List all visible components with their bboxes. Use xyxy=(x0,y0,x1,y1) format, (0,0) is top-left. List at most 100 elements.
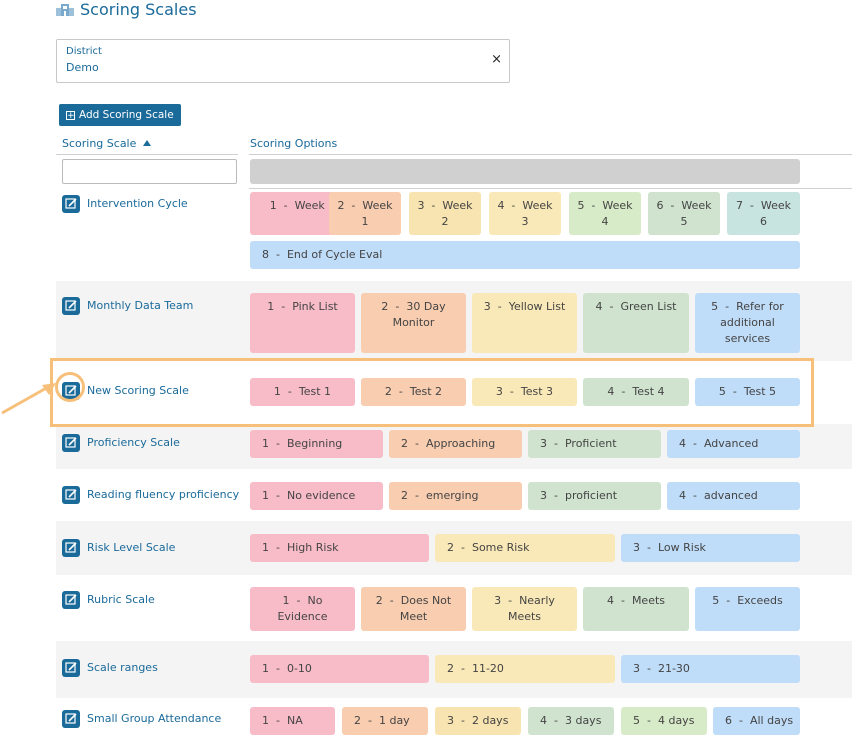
scoring-option: 3 - 2 days xyxy=(435,707,521,735)
option-number: 5 xyxy=(711,300,719,313)
option-text: Advanced xyxy=(703,437,759,450)
scale-name[interactable]: Proficiency Scale xyxy=(87,436,180,449)
scoring-option: 4 - Green List xyxy=(583,293,689,353)
scoring-option: 5 - 4 days xyxy=(621,707,707,735)
option-text: 0-10 xyxy=(286,662,312,675)
scale-filter-input[interactable] xyxy=(62,159,237,184)
scale-name[interactable]: Intervention Cycle xyxy=(87,197,188,210)
scoring-option: 3 - 21-30 xyxy=(621,655,800,683)
option-number: 6 xyxy=(725,714,732,727)
option-number: 1 xyxy=(273,385,281,398)
option-separator: - xyxy=(732,714,750,727)
edit-icon[interactable] xyxy=(62,659,80,677)
option-separator: - xyxy=(547,489,565,502)
option-separator: - xyxy=(547,437,565,450)
table-row: Small Group Attendance xyxy=(56,698,852,742)
option-number: 1 xyxy=(269,199,277,212)
option-text: 11-20 xyxy=(471,662,504,675)
option-separator: - xyxy=(424,199,443,212)
option-number: 2 xyxy=(447,662,454,675)
district-select[interactable]: District Demo × xyxy=(56,39,510,83)
option-text: 1 day xyxy=(378,714,410,727)
option-separator: - xyxy=(280,385,299,398)
option-text: 3 days xyxy=(564,714,602,727)
edit-icon[interactable] xyxy=(62,434,80,452)
highlight-circle xyxy=(55,372,85,402)
option-number: 1 xyxy=(267,300,275,313)
option-separator: - xyxy=(640,541,658,554)
scoring-option: 1 - Pink List xyxy=(250,293,355,353)
scoring-option: 4 - Meets xyxy=(583,587,689,631)
option-number: 1 xyxy=(262,662,269,675)
option-number: 1 xyxy=(262,437,269,450)
option-separator: - xyxy=(718,300,737,313)
edit-icon[interactable] xyxy=(62,486,80,504)
option-separator: - xyxy=(269,541,287,554)
option-text: Meets xyxy=(631,594,666,607)
header-divider xyxy=(249,154,852,155)
option-number: 2 xyxy=(381,300,389,313)
option-separator: - xyxy=(408,437,426,450)
clear-icon[interactable]: × xyxy=(491,52,502,67)
option-text: Exceeds xyxy=(737,594,783,607)
table-row: Intervention Cycle xyxy=(56,189,852,281)
edit-icon[interactable] xyxy=(62,591,80,609)
option-separator: - xyxy=(382,594,401,607)
edit-icon[interactable] xyxy=(62,195,80,213)
option-text: Test 4 xyxy=(632,385,665,398)
option-text: Test 1 xyxy=(298,385,332,398)
option-text: No evidence xyxy=(286,489,356,502)
filter-divider xyxy=(249,188,852,189)
option-text: End of Cycle Eval xyxy=(286,248,383,261)
option-text: proficient xyxy=(564,489,618,502)
option-text: Does Not Meet xyxy=(399,594,452,623)
option-number: 3 xyxy=(540,489,547,502)
option-text: Week 5 xyxy=(680,199,712,228)
header-divider xyxy=(56,154,238,155)
option-number: 4 xyxy=(607,385,615,398)
edit-icon[interactable] xyxy=(62,710,80,728)
option-separator: - xyxy=(490,300,509,313)
option-number: 4 xyxy=(540,714,547,727)
edit-icon[interactable] xyxy=(62,297,80,315)
scoring-option: 6 - Week 5 xyxy=(648,192,720,235)
option-separator: - xyxy=(408,489,426,502)
scale-name[interactable]: Reading fluency proficiency xyxy=(87,488,240,501)
page-title-text: Scoring Scales xyxy=(80,0,197,19)
option-separator: - xyxy=(454,662,472,675)
option-text: 2 days xyxy=(471,714,509,727)
scoring-option: 8 - End of Cycle Eval xyxy=(250,241,800,269)
scale-name[interactable]: Rubric Scale xyxy=(87,593,155,606)
option-number: 4 xyxy=(595,300,603,313)
scale-name[interactable]: Small Group Attendance xyxy=(87,712,222,725)
scoring-option: 5 - Week 4 xyxy=(569,192,641,235)
scoring-option: 2 - 30 Day Monitor xyxy=(361,293,466,353)
option-text: No Evidence xyxy=(277,594,328,623)
scoring-option: 6 - All days xyxy=(713,707,800,735)
option-separator: - xyxy=(584,199,603,212)
edit-icon[interactable] xyxy=(62,539,80,557)
option-number: 3 xyxy=(633,662,640,675)
option-text: All days xyxy=(749,714,794,727)
option-text: Green List xyxy=(620,300,677,313)
scoring-option: 3 - Week 2 xyxy=(409,192,481,235)
column-header-scoring-scale[interactable]: Scoring Scale xyxy=(62,137,152,150)
option-text: High Risk xyxy=(286,541,339,554)
scoring-option: 2 - Some Risk xyxy=(435,534,615,562)
scoring-option: 2 - Week 1 xyxy=(329,192,401,235)
add-scoring-scale-button[interactable]: + Add Scoring Scale xyxy=(59,104,181,126)
scale-name[interactable]: New Scoring Scale xyxy=(87,384,189,397)
scale-name[interactable]: Risk Level Scale xyxy=(87,541,176,554)
option-text: Week 4 xyxy=(601,199,633,228)
scale-name[interactable]: Monthly Data Team xyxy=(87,299,194,312)
option-separator: - xyxy=(269,489,287,502)
table-row: Rubric Scale xyxy=(56,575,852,641)
option-text: Week 1 xyxy=(361,199,393,228)
option-number: 3 xyxy=(417,199,425,212)
option-text: advanced xyxy=(703,489,758,502)
scale-name[interactable]: Scale ranges xyxy=(87,661,158,674)
scoring-option: 3 - Nearly Meets xyxy=(472,587,577,631)
scoring-option: 3 - Low Risk xyxy=(621,534,800,562)
option-separator: - xyxy=(602,300,621,313)
option-text: Proficient xyxy=(564,437,617,450)
